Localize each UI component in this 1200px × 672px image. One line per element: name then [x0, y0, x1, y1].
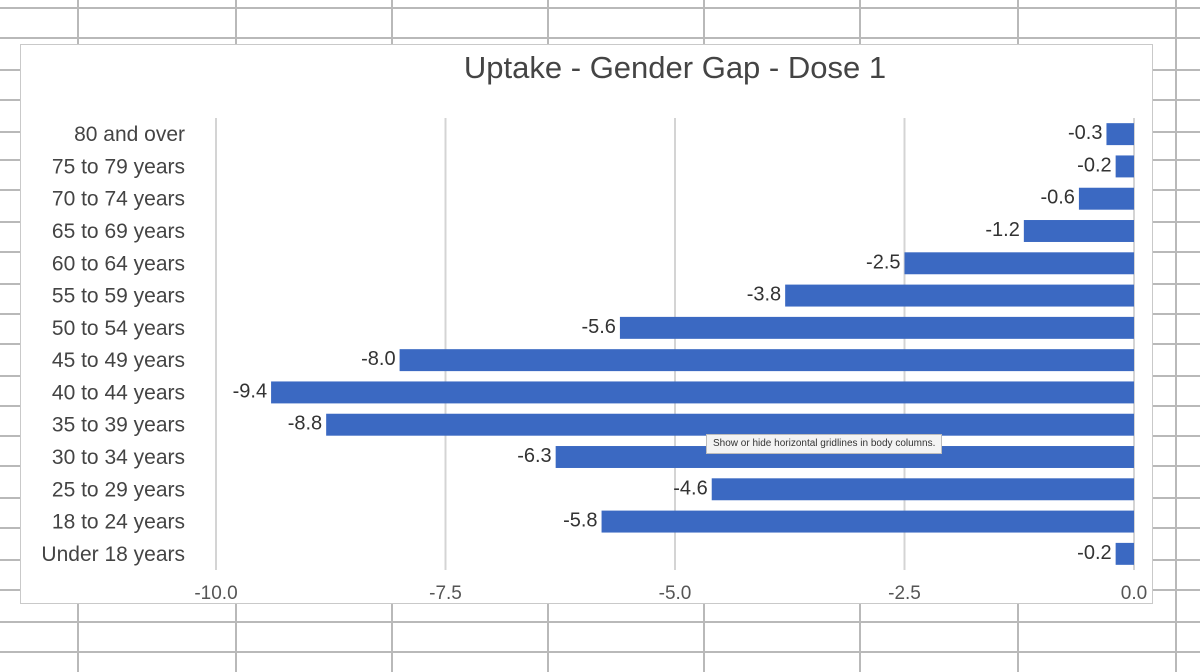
data-label: -0.3 [1068, 122, 1102, 144]
x-tick-label: -10.0 [194, 583, 237, 604]
data-label: -2.5 [866, 251, 900, 273]
bar[interactable] [1078, 187, 1134, 210]
data-label: -8.0 [361, 348, 395, 370]
x-tick-label: -5.0 [659, 583, 692, 604]
data-label: -0.6 [1040, 187, 1074, 209]
data-label: -4.6 [673, 477, 707, 499]
data-labels: -0.3-0.2-0.6-1.2-2.5-3.8-5.6-8.0-9.4-8.8… [233, 122, 1112, 564]
category-label: 50 to 54 years [52, 317, 185, 340]
category-label: 45 to 49 years [52, 349, 185, 372]
bar[interactable] [1106, 123, 1134, 146]
bar[interactable] [1023, 220, 1134, 242]
bar[interactable] [1115, 542, 1134, 565]
bar[interactable] [785, 284, 1134, 307]
bar[interactable] [271, 381, 1135, 404]
gridlines-tooltip: Show or hide horizontal gridlines in bod… [706, 434, 943, 454]
category-label: 80 and over [74, 123, 185, 146]
data-label: -6.3 [517, 445, 551, 467]
category-label: 60 to 64 years [52, 252, 185, 275]
category-label: 25 to 29 years [52, 478, 185, 501]
data-label: -5.6 [581, 316, 615, 338]
x-tick-label: -7.5 [429, 583, 462, 604]
bar[interactable] [601, 510, 1134, 533]
data-label: -5.8 [563, 510, 597, 532]
data-label: -1.2 [985, 219, 1019, 241]
data-label: -0.2 [1077, 154, 1111, 176]
gridlines [215, 118, 1135, 570]
category-labels: 80 and over 75 to 79 years 70 to 74 years 6… [41, 123, 185, 566]
data-label: -8.8 [288, 413, 322, 435]
category-label: 18 to 24 years [52, 511, 185, 534]
bar[interactable] [326, 413, 1134, 436]
category-label: 70 to 74 years [52, 188, 185, 211]
tick-labels: -10.0 -7.5 -5.0 -2.5 0.0 [194, 583, 1147, 604]
x-tick-label: -2.5 [888, 583, 921, 604]
x-tick-label: 0.0 [1121, 583, 1147, 604]
bar[interactable] [619, 316, 1134, 339]
bar[interactable] [399, 349, 1135, 372]
category-label: 35 to 39 years [52, 414, 185, 437]
bars [271, 123, 1135, 565]
data-label: -9.4 [233, 380, 267, 402]
category-label: 40 to 44 years [52, 381, 185, 404]
data-label: -0.2 [1077, 542, 1111, 564]
chart-title: Uptake - Gender Gap - Dose 1 [464, 50, 886, 85]
bar[interactable] [904, 252, 1135, 275]
bar[interactable] [1115, 155, 1134, 178]
bar[interactable] [555, 446, 1134, 468]
bar[interactable] [711, 478, 1134, 501]
category-label: 30 to 34 years [52, 446, 185, 469]
category-label: Under 18 years [41, 543, 185, 566]
category-label: 75 to 79 years [52, 155, 185, 178]
category-label: 55 to 59 years [52, 285, 185, 308]
data-label: -3.8 [747, 284, 781, 306]
category-label: 65 to 69 years [52, 220, 185, 243]
